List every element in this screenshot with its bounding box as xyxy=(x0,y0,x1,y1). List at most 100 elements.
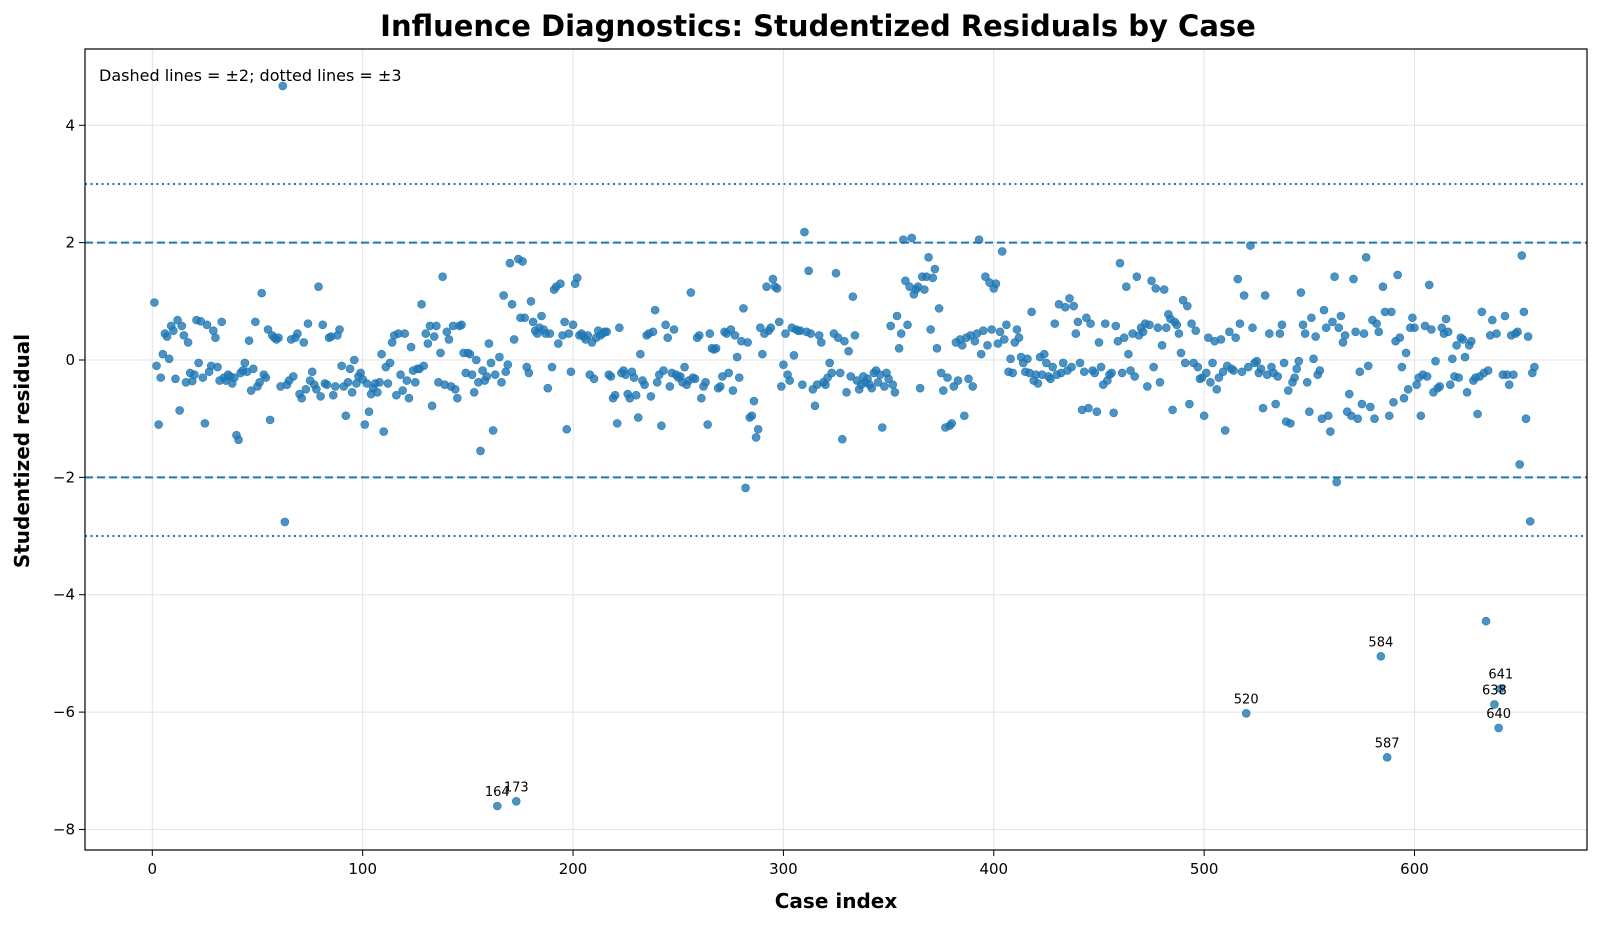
outlier-label: 638 xyxy=(1482,683,1507,698)
data-point xyxy=(957,341,967,350)
data-point xyxy=(1378,282,1388,291)
data-point xyxy=(362,379,372,388)
data-point xyxy=(404,393,414,403)
data-point xyxy=(831,268,841,278)
data-point xyxy=(924,253,933,262)
data-point xyxy=(1132,272,1142,281)
grid-lines xyxy=(85,49,1587,850)
data-point xyxy=(1330,272,1339,281)
data-point xyxy=(842,387,851,397)
data-point xyxy=(1239,291,1249,300)
data-point xyxy=(1199,411,1209,421)
data-point xyxy=(1090,368,1100,378)
data-point xyxy=(974,235,984,245)
data-point xyxy=(648,327,658,337)
data-point xyxy=(953,376,963,385)
data-point xyxy=(978,326,988,335)
data-point xyxy=(892,311,902,321)
data-point xyxy=(1124,349,1133,359)
data-point xyxy=(349,355,359,365)
data-point xyxy=(739,304,748,313)
data-point xyxy=(659,366,668,375)
data-point xyxy=(465,349,475,359)
data-point xyxy=(1107,368,1116,378)
data-point xyxy=(537,311,546,321)
data-point xyxy=(1241,708,1251,718)
data-point xyxy=(661,320,670,330)
data-point xyxy=(1509,370,1518,379)
data-point xyxy=(1100,319,1110,328)
data-point xyxy=(471,355,481,365)
data-point xyxy=(375,378,384,387)
data-point xyxy=(960,411,969,421)
data-point xyxy=(1176,348,1186,358)
data-point xyxy=(1155,378,1165,387)
data-point xyxy=(1023,354,1032,364)
y-tick-label: −8 xyxy=(53,820,75,838)
data-point xyxy=(1212,385,1222,394)
data-point xyxy=(1283,386,1293,395)
data-point xyxy=(993,339,1003,348)
data-point xyxy=(1298,320,1308,330)
data-point xyxy=(200,419,210,428)
chart-title: Influence Diagnostics: Studentized Resid… xyxy=(380,9,1256,43)
data-point xyxy=(1060,302,1070,312)
data-point xyxy=(299,338,309,347)
outlier-label: 584 xyxy=(1368,635,1393,650)
data-point xyxy=(1096,362,1106,372)
y-tick-label: −6 xyxy=(53,703,75,721)
data-point xyxy=(1079,367,1089,377)
data-point xyxy=(1315,366,1325,375)
data-point xyxy=(1300,329,1310,338)
data-point xyxy=(1435,382,1445,391)
data-point xyxy=(1311,332,1320,341)
data-point xyxy=(1326,427,1335,436)
data-point xyxy=(427,401,437,411)
data-point xyxy=(1119,333,1129,343)
data-point xyxy=(450,385,460,394)
x-tick-label: 400 xyxy=(979,860,1008,878)
data-point xyxy=(566,367,576,377)
data-point xyxy=(1178,295,1188,305)
data-point xyxy=(1441,314,1451,324)
data-point xyxy=(1225,327,1234,337)
data-point xyxy=(568,320,578,330)
data-point xyxy=(968,382,978,391)
data-point xyxy=(156,373,166,382)
data-point xyxy=(1351,327,1360,337)
data-point xyxy=(341,411,351,421)
data-point xyxy=(1340,331,1350,340)
data-point xyxy=(1042,358,1051,368)
data-point xyxy=(1216,335,1226,344)
data-point xyxy=(1275,329,1285,338)
data-point xyxy=(322,380,332,389)
data-point xyxy=(768,274,778,284)
data-point xyxy=(293,329,302,338)
data-point xyxy=(150,298,159,307)
data-point xyxy=(1117,368,1127,378)
data-point xyxy=(518,257,527,266)
data-point xyxy=(1496,684,1506,693)
data-point xyxy=(509,335,519,344)
data-point xyxy=(1174,329,1184,338)
data-point xyxy=(1260,291,1270,300)
data-point xyxy=(1481,616,1491,626)
data-point xyxy=(211,333,220,343)
data-point xyxy=(726,325,736,334)
data-point xyxy=(1157,341,1167,350)
data-point xyxy=(1477,307,1487,317)
data-point xyxy=(1115,258,1125,268)
data-point xyxy=(640,380,649,389)
data-point xyxy=(1006,354,1015,364)
data-point xyxy=(1515,460,1524,469)
data-point xyxy=(1488,315,1497,325)
data-point xyxy=(488,426,498,435)
data-point xyxy=(947,419,957,428)
data-point xyxy=(774,317,784,327)
data-point xyxy=(798,380,807,389)
data-point xyxy=(257,288,267,298)
data-point xyxy=(1208,358,1217,368)
data-point xyxy=(976,349,986,359)
outlier-label: 640 xyxy=(1486,707,1511,722)
